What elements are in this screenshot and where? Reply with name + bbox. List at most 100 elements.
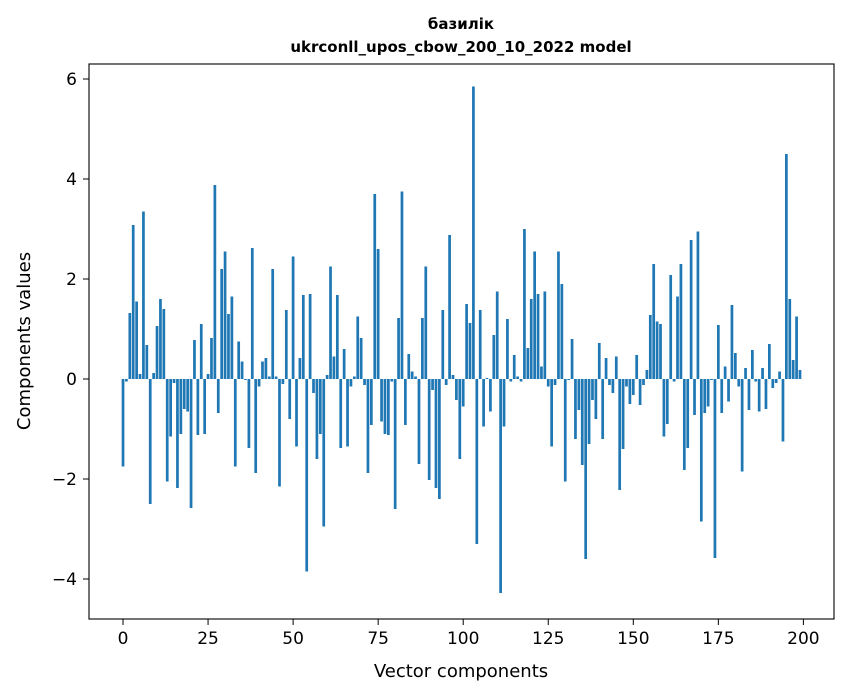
y-tick-label: 2 (66, 270, 77, 290)
bar (448, 235, 451, 379)
bar (591, 379, 594, 400)
bar (223, 251, 227, 379)
bar (176, 379, 179, 488)
bar (757, 379, 761, 412)
bar (723, 366, 727, 379)
bar (693, 379, 696, 415)
bar (546, 379, 550, 387)
bar (761, 368, 764, 379)
bar (645, 370, 649, 379)
bar (492, 335, 496, 379)
bar (182, 379, 186, 409)
bar (356, 316, 360, 379)
bar (699, 379, 703, 522)
bar (679, 264, 683, 379)
bar (516, 376, 519, 379)
bar (312, 379, 315, 393)
bar (451, 375, 455, 379)
bar (305, 379, 309, 572)
bar (686, 379, 690, 448)
bar (465, 304, 468, 379)
bar (614, 356, 618, 379)
bar (148, 379, 152, 504)
bar (227, 314, 230, 379)
bar (254, 379, 258, 473)
bar (295, 379, 298, 447)
bar (597, 343, 601, 379)
bar (543, 291, 547, 379)
y-tick-label: 4 (66, 170, 77, 190)
bar (373, 194, 377, 379)
bar (444, 379, 448, 385)
bar (648, 315, 652, 379)
bar (145, 345, 149, 379)
bar (655, 321, 659, 379)
chart-subtitle: ukrconll_upos_cbow_200_10_2022 model (290, 38, 631, 56)
y-axis-ticks: −4 −2 0 2 4 6 (52, 70, 89, 590)
bar (580, 379, 584, 465)
x-tick-label: 150 (617, 629, 649, 649)
bar (196, 379, 200, 435)
bar (744, 368, 747, 379)
bar (152, 373, 155, 379)
bar (387, 379, 390, 435)
bar (318, 379, 322, 434)
bar (397, 318, 400, 379)
bar (489, 379, 492, 412)
x-tick-label: 175 (702, 629, 734, 649)
bar (604, 358, 608, 379)
bar (257, 379, 261, 387)
bar (587, 379, 591, 444)
bar (159, 299, 162, 379)
bar (233, 379, 237, 467)
y-axis-label: Components values (14, 252, 35, 430)
bar (261, 361, 264, 379)
bar (189, 379, 193, 508)
bar (788, 299, 792, 379)
bar (404, 379, 407, 425)
bar (584, 379, 588, 559)
bar (128, 313, 132, 379)
bar (414, 376, 417, 379)
bar (393, 379, 397, 509)
bar (482, 379, 485, 427)
bar (495, 291, 499, 379)
bar (713, 379, 717, 558)
bar (781, 379, 785, 442)
bar (407, 354, 411, 379)
bar (247, 379, 251, 448)
bar (795, 316, 798, 379)
y-tick-label: −2 (52, 470, 77, 490)
bar (577, 379, 581, 410)
bar (550, 379, 554, 447)
bar (594, 379, 598, 419)
bar (710, 379, 713, 380)
bar (193, 340, 196, 379)
bar (601, 379, 605, 439)
bar (264, 358, 268, 379)
bar (162, 309, 166, 379)
bar (288, 379, 292, 419)
x-tick-label: 25 (197, 629, 219, 649)
bar (519, 379, 523, 382)
bar (131, 225, 135, 379)
bar (669, 275, 673, 379)
bar (642, 379, 645, 385)
bar (267, 376, 271, 379)
bar (240, 361, 244, 379)
bar (301, 295, 305, 379)
bar (574, 379, 577, 439)
bar (499, 379, 502, 593)
bar (720, 379, 724, 413)
bar (458, 379, 462, 459)
bar (179, 379, 183, 434)
bar (628, 379, 632, 404)
bar (618, 379, 622, 490)
bar (533, 251, 536, 379)
bar (203, 379, 207, 434)
bar (284, 310, 288, 379)
bar (271, 269, 275, 379)
bar (485, 378, 489, 379)
bar (308, 294, 312, 379)
bar (737, 379, 741, 387)
